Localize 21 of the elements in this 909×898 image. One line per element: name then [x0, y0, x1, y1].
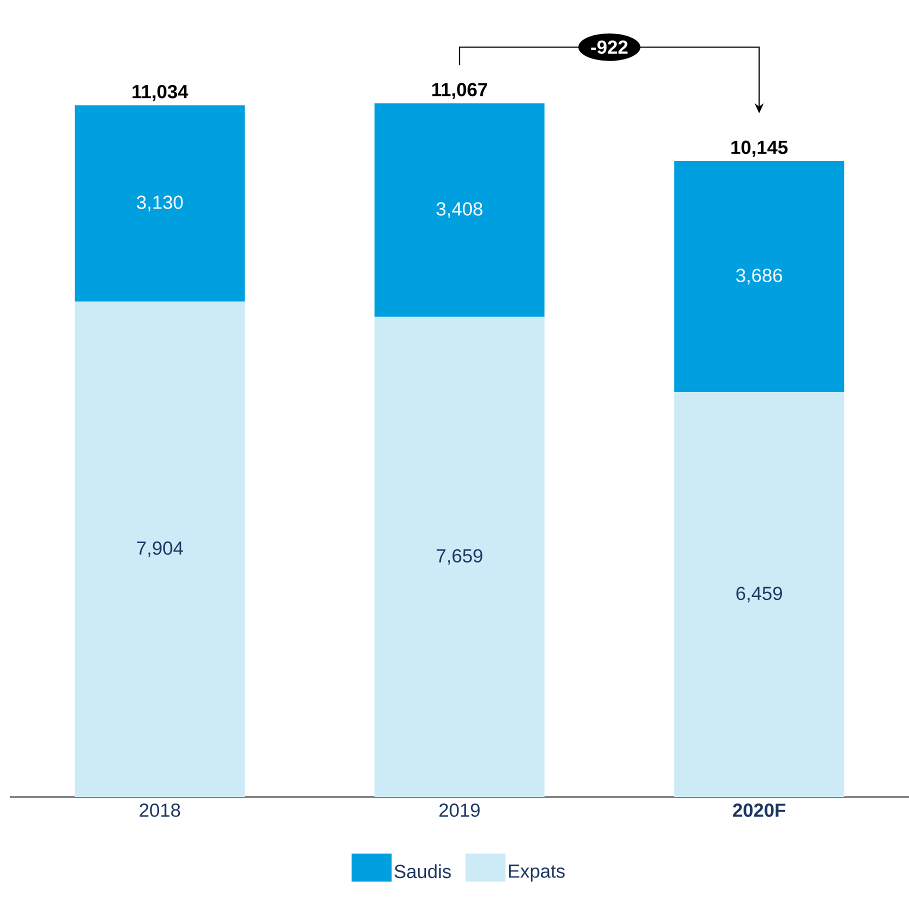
- bar: [674, 161, 844, 392]
- legend-label: Saudis: [394, 864, 451, 878]
- bar: [74, 302, 245, 797]
- total-label: 11,034: [132, 84, 188, 102]
- bar: [674, 392, 844, 797]
- total-label: 11,067: [432, 82, 488, 100]
- x-tick-label: 2019: [439, 803, 480, 817]
- legend-label: Expats: [509, 864, 565, 882]
- text: -922: [591, 40, 628, 54]
- data-label: 3,130: [136, 196, 183, 212]
- data-label: 7,659: [436, 549, 482, 565]
- bar: [374, 103, 545, 317]
- x-tick-label: 2018: [140, 803, 180, 817]
- data-label: 3,686: [736, 268, 782, 284]
- data-label: 6,459: [736, 586, 782, 602]
- total-label: 10,145: [731, 140, 788, 157]
- data-label: 3,408: [436, 202, 482, 218]
- x-tick-label: 2020F: [733, 803, 786, 817]
- bar: [374, 316, 545, 797]
- data-label: 7,904: [137, 541, 183, 558]
- bar: [74, 105, 245, 302]
